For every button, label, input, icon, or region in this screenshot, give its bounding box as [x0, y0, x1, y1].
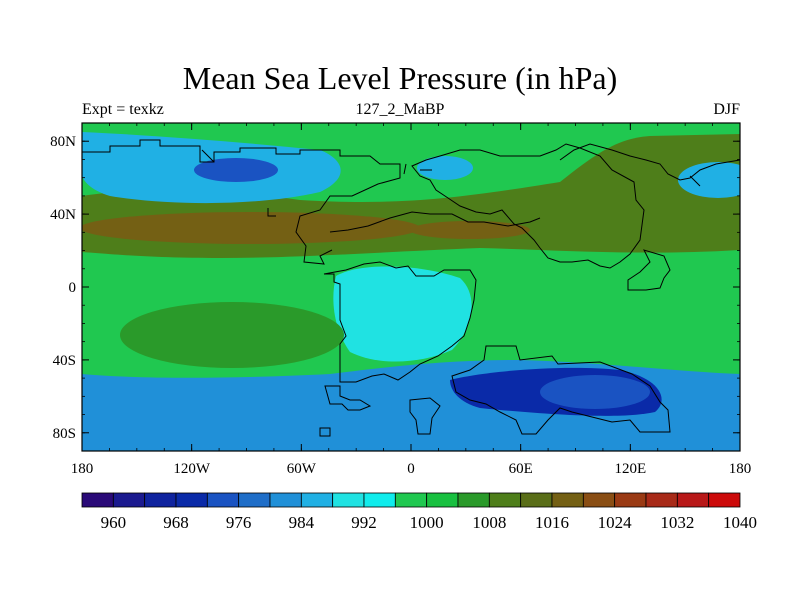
- x-tick-label: 120W: [173, 461, 211, 477]
- x-tick-label: 0: [407, 461, 415, 477]
- coastline-segment: [627, 249, 671, 291]
- colorbar-box: [614, 492, 647, 508]
- colorbar-label: 1032: [660, 513, 694, 532]
- coastline-segment: [324, 385, 372, 411]
- colorbar-box: [269, 492, 302, 508]
- coastline: [82, 139, 740, 437]
- experiment-label: Expt = texkz: [82, 101, 164, 118]
- colorbar-label: 1016: [535, 513, 569, 532]
- aleutian-low-core-region: [540, 375, 650, 409]
- coastline-segment: [323, 261, 477, 383]
- coastline-segment: [403, 163, 432, 175]
- colorbar-box: [332, 492, 365, 508]
- x-tick-label: 60E: [509, 461, 533, 477]
- coastline-segment: [329, 211, 541, 233]
- colorbar-box: [144, 492, 177, 508]
- map-axes: 180 120W 60W 0 60E 120E 180 80N 40N 0 40S 80S: [50, 122, 752, 477]
- colorbar-box: [426, 492, 459, 508]
- colorbar-box: [582, 492, 616, 508]
- y-tick-label: 0: [69, 280, 77, 296]
- colorbar-label: 984: [289, 513, 315, 532]
- colorbar-box: [175, 492, 208, 508]
- colorbar-label: 1008: [472, 513, 506, 532]
- aleutian-low-region: [417, 156, 473, 180]
- subtropical-high-core-region: [410, 221, 530, 239]
- colorbar-label: 992: [351, 513, 377, 532]
- coastline-segment: [267, 208, 276, 217]
- colorbar-box: [457, 492, 490, 508]
- colorbar-box: [488, 492, 522, 508]
- y-tick-label: 40N: [50, 207, 76, 223]
- aleutian-low-core-region: [194, 158, 278, 182]
- colorbar-box: [645, 492, 678, 508]
- colorbar-box: [708, 492, 741, 508]
- colorbar-label: 1000: [410, 513, 444, 532]
- colorbar-box: [206, 492, 240, 508]
- africa-low-region: [340, 297, 451, 361]
- subtropical-high-core-region: [82, 212, 420, 244]
- coastline-segment: [319, 427, 331, 437]
- coastline-segment: [451, 345, 671, 435]
- colorbar-label: 960: [101, 513, 127, 532]
- coastline-segment: [82, 139, 401, 265]
- colorbar-box: [112, 492, 146, 508]
- chart-title: Mean Sea Level Pressure (in hPa): [182, 60, 618, 96]
- colorbar-label: 1040: [723, 513, 757, 532]
- x-tick-label: 180: [729, 461, 752, 477]
- colorbar-box: [363, 492, 396, 508]
- x-tick-label: 180: [71, 461, 94, 477]
- coastline-segment: [559, 143, 740, 181]
- south-pacific-high-region: [120, 302, 344, 368]
- x-tick-label: 120E: [614, 461, 646, 477]
- y-tick-label: 40S: [53, 353, 76, 369]
- run-label: 127_2_MaBP: [355, 101, 445, 118]
- x-tick-label: 60W: [287, 461, 317, 477]
- colorbar: 960 968 976 984 992 1000 1008 1016 1024 1032 1040: [81, 492, 757, 532]
- coastline-segment: [201, 149, 701, 187]
- colorbar-box: [81, 492, 114, 508]
- colorbar-box: [520, 492, 553, 508]
- coastline-segment: [409, 397, 441, 435]
- colorbar-box: [300, 492, 334, 508]
- colorbar-box: [394, 492, 428, 508]
- pressure-fields: [82, 123, 740, 451]
- colorbar-label: 968: [163, 513, 189, 532]
- y-tick-label: 80S: [53, 426, 76, 442]
- colorbar-box: [551, 492, 584, 508]
- colorbar-box: [676, 492, 710, 508]
- coastline-segment: [411, 143, 645, 269]
- y-tick-label: 80N: [50, 134, 76, 150]
- colorbar-label: 1024: [598, 513, 633, 532]
- colorbar-box: [238, 492, 271, 508]
- season-label: DJF: [713, 101, 740, 118]
- aleutian-low-region: [678, 162, 740, 198]
- colorbar-label: 976: [226, 513, 252, 532]
